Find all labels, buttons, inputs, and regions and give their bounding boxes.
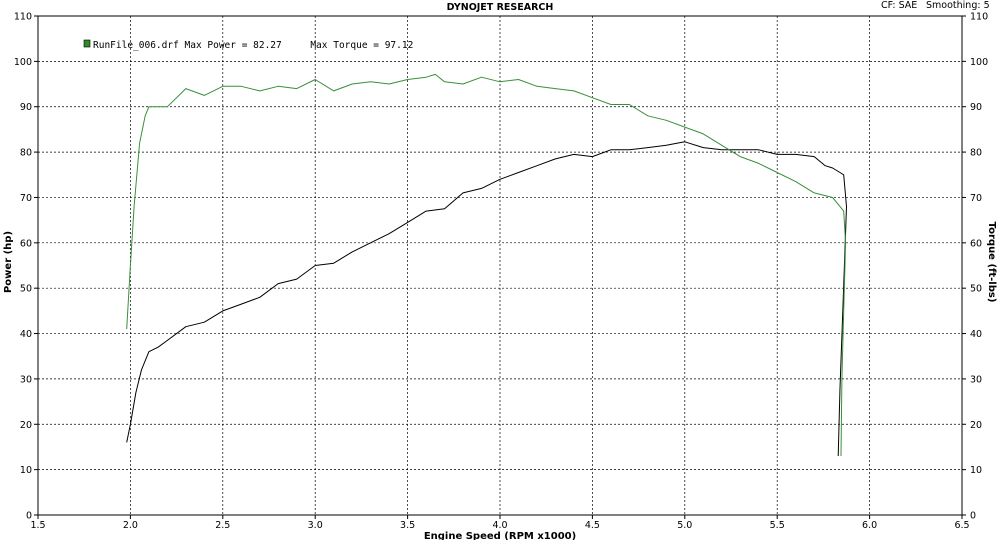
y-right-tick-label: 10 [970, 465, 982, 476]
y-right-tick-label: 90 [970, 102, 982, 113]
y-axis-left-label: Power (hp) [3, 231, 14, 293]
y-left-tick-label: 110 [14, 12, 32, 23]
y-right-tick-label: 30 [970, 374, 982, 385]
cf-label: CF: SAE [881, 0, 917, 11]
y-right-tick-label: 20 [970, 420, 982, 431]
y-right-tick-label: 110 [970, 12, 988, 23]
y-right-tick-label: 40 [970, 329, 982, 340]
y-left-tick-label: 90 [20, 102, 32, 113]
x-tick-label: 1.5 [30, 520, 45, 531]
y-right-tick-label: 80 [970, 148, 982, 159]
x-tick-label: 2.5 [215, 520, 230, 531]
y-left-tick-label: 70 [20, 193, 32, 204]
x-tick-label: 5.5 [770, 520, 785, 531]
x-tick-label: 6.0 [862, 520, 877, 531]
legend-text: RunFile_006.drf Max Power = 82.27 Max To… [93, 40, 413, 51]
x-tick-label: 4.5 [585, 520, 600, 531]
series-group [126, 73, 847, 457]
y-left-tick-label: 40 [20, 329, 32, 340]
y-left-tick-label: 20 [20, 420, 32, 431]
x-axis-label: Engine Speed (RPM x1000) [424, 531, 576, 540]
series-line-power [126, 141, 847, 457]
y-axis-right-label: Torque (ft-lbs) [986, 222, 997, 303]
legend-swatch [83, 39, 91, 48]
x-tick-label: 3.5 [400, 520, 415, 531]
smoothing-label: Smoothing: 5 [926, 0, 990, 11]
x-tick-label: 2.0 [123, 520, 138, 531]
x-tick-label: 6.5 [954, 520, 969, 531]
x-tick-label: 5.0 [677, 520, 692, 531]
y-right-tick-label: 0 [970, 511, 976, 522]
y-right-tick-label: 100 [970, 57, 988, 68]
series-line-torque [126, 73, 847, 457]
y-left-tick-label: 100 [14, 57, 32, 68]
y-right-tick-label: 50 [970, 284, 982, 295]
y-right-tick-label: 70 [970, 193, 982, 204]
x-tick-label: 3.0 [308, 520, 323, 531]
y-axis-right-ticks: 0 10 20 30 40 50 60 70 80 90 100 110 [962, 12, 988, 522]
x-tick-label: 4.0 [492, 520, 507, 531]
y-left-tick-label: 0 [26, 511, 32, 522]
grid [38, 16, 962, 515]
chart-title: DYNOJET RESEARCH [447, 2, 554, 13]
x-axis-ticks: 1.5 2.0 2.5 3.0 3.5 4.0 4.5 5.0 5.5 6.0 6.5 [30, 515, 970, 531]
y-left-tick-label: 60 [20, 238, 32, 249]
y-left-tick-label: 30 [20, 374, 32, 385]
y-right-tick-label: 60 [970, 238, 982, 249]
y-axis-left-ticks: 0 10 20 30 40 50 60 70 80 90 100 110 [14, 12, 38, 522]
y-left-tick-label: 80 [20, 148, 32, 159]
y-left-tick-label: 10 [20, 465, 32, 476]
y-left-tick-label: 50 [20, 284, 32, 295]
